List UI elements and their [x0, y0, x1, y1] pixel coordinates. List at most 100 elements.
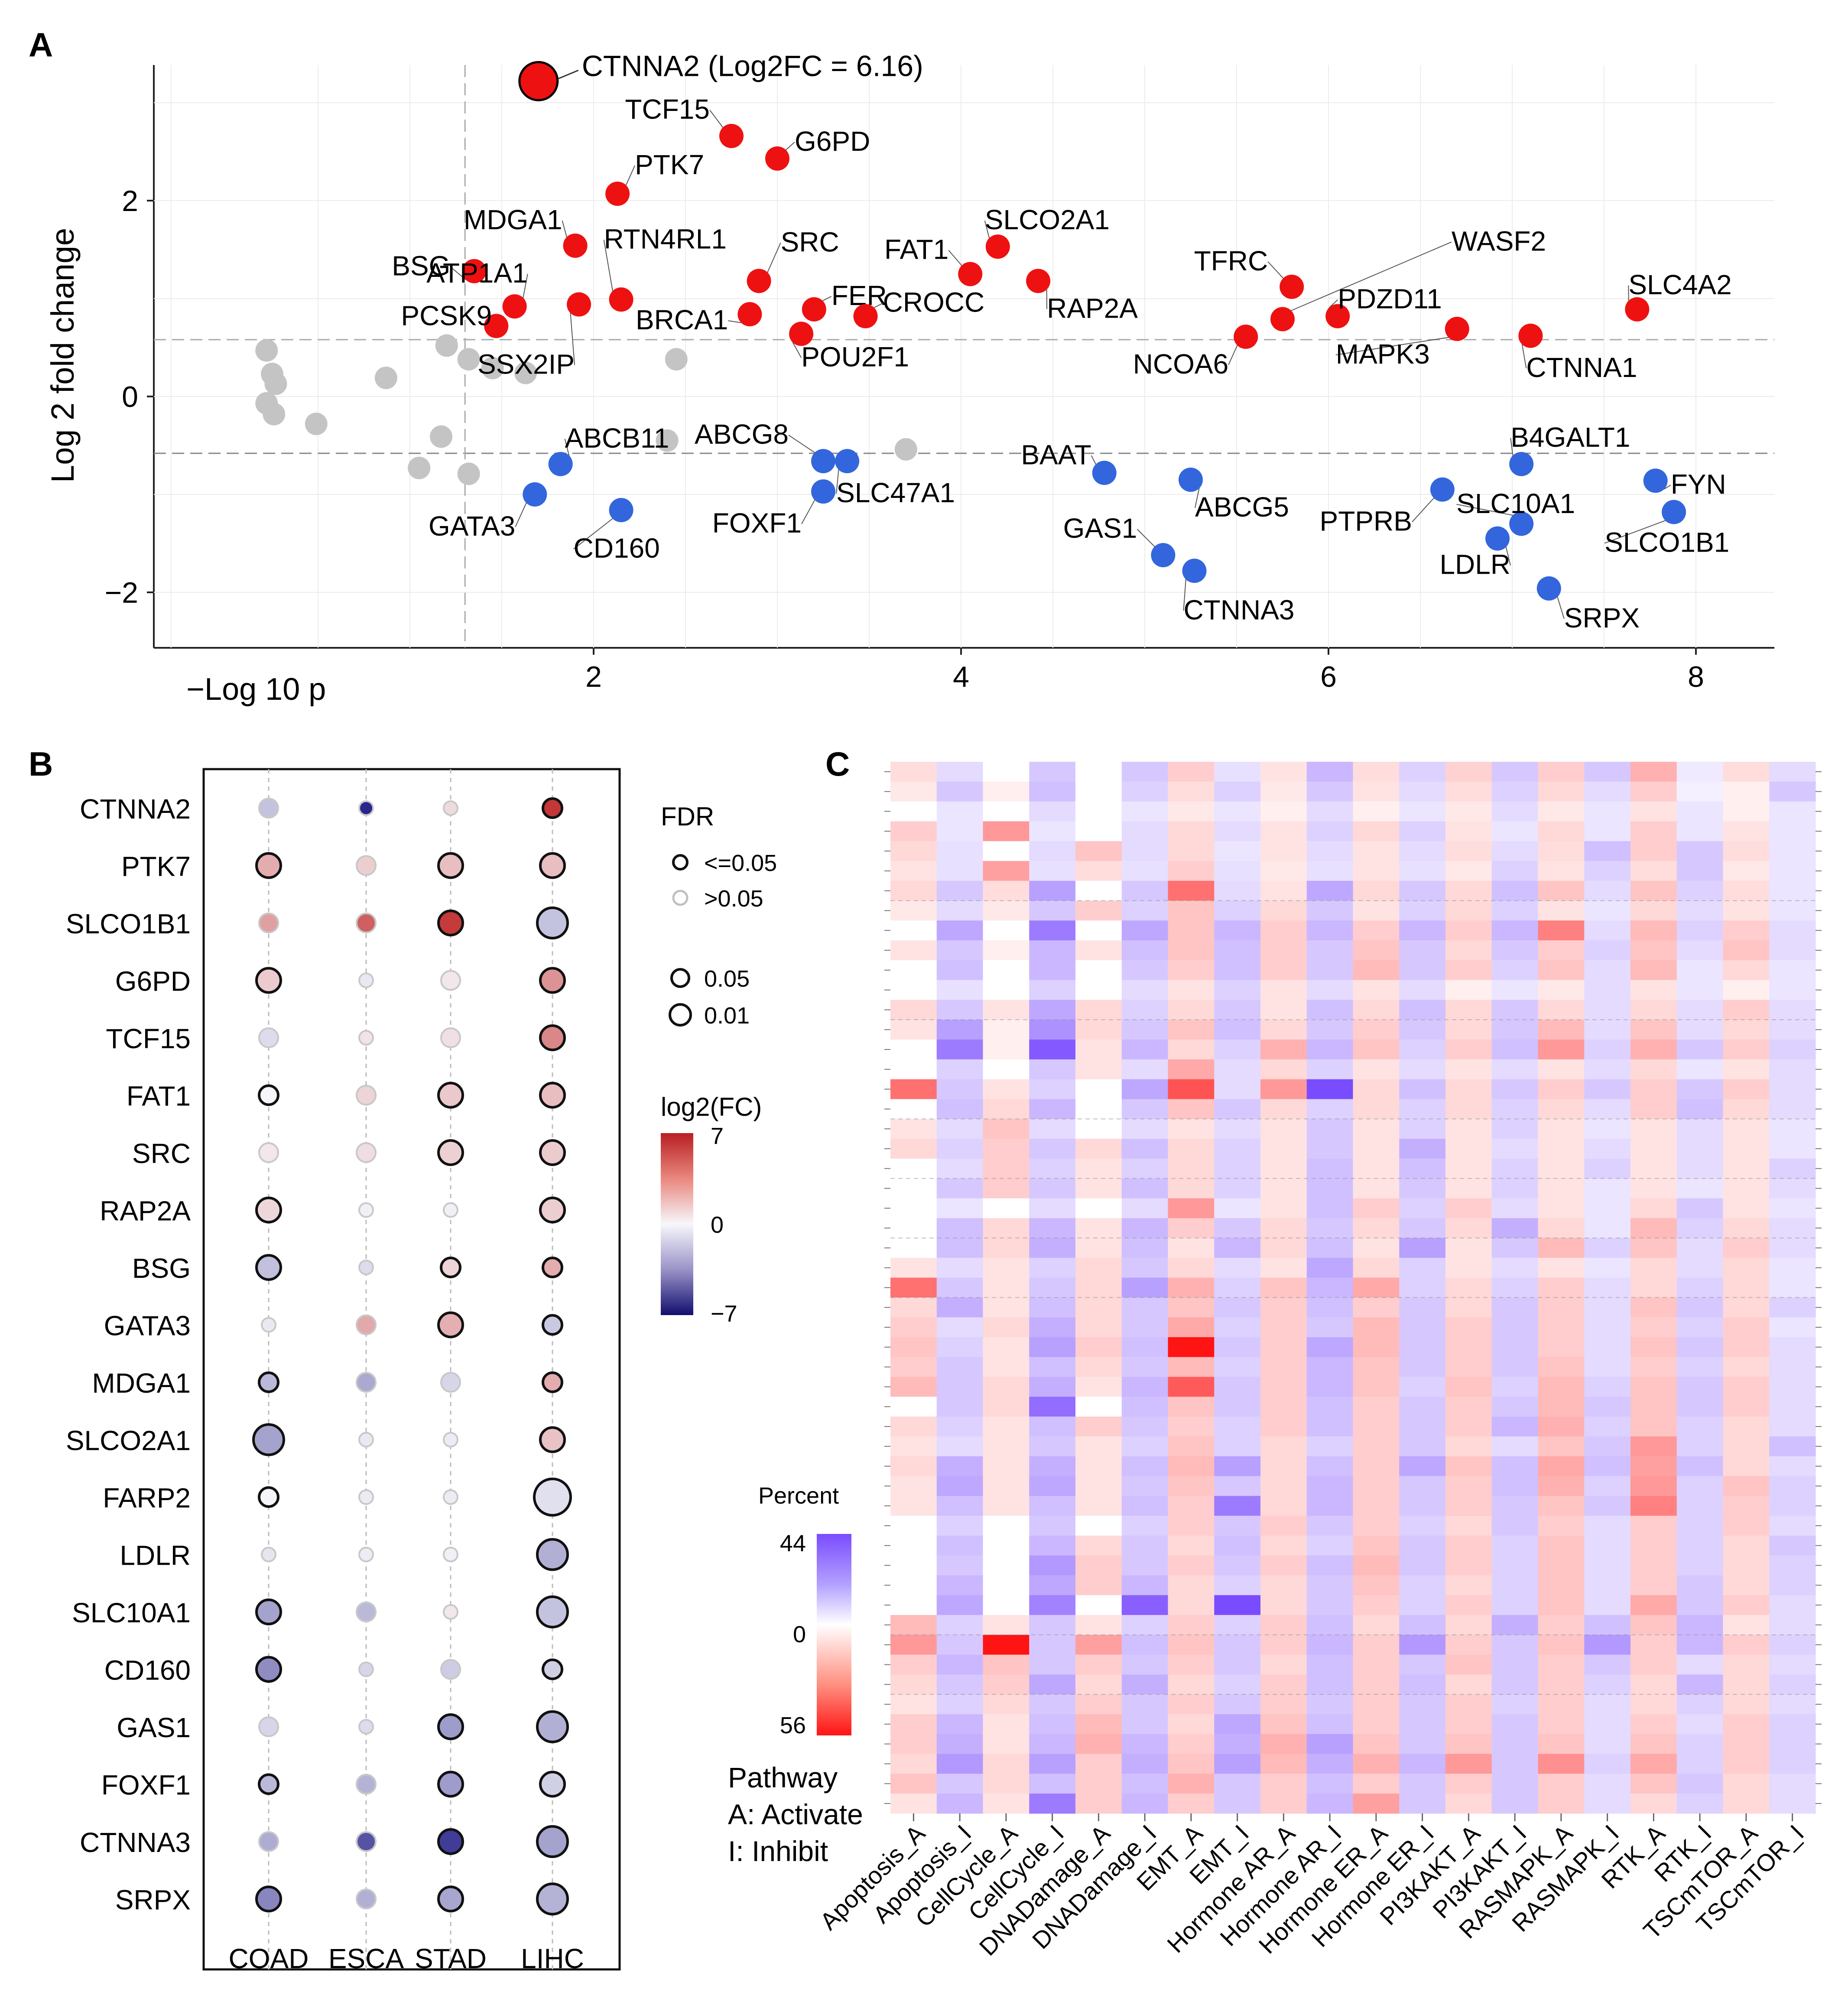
heat-cell	[1353, 1357, 1400, 1377]
heat-cell	[890, 1694, 937, 1715]
gene-label-fyn: FYN	[1671, 468, 1726, 500]
heat-cell	[1491, 1535, 1539, 1556]
heat-cell	[1029, 1257, 1076, 1278]
heat-cell	[1029, 960, 1076, 981]
heat-cell	[1445, 1337, 1492, 1358]
heat-cell	[890, 1714, 937, 1735]
heat-cell	[1584, 1337, 1631, 1358]
dot-fat1-esca	[356, 1085, 377, 1106]
legend-fdr-ns-label: >0.05	[704, 886, 763, 912]
heat-cell	[1306, 1257, 1354, 1278]
heat-cell	[1630, 781, 1677, 802]
legend-size-small	[670, 968, 690, 988]
heat-cell	[1306, 1774, 1354, 1794]
heat-cell	[1445, 1079, 1492, 1100]
heat-cell	[1399, 762, 1446, 782]
heat-cell	[1399, 1297, 1446, 1318]
heat-cell	[1168, 1198, 1215, 1218]
heat-cell	[1723, 861, 1770, 881]
heat-cell	[1445, 1694, 1492, 1715]
heat-cell	[1075, 1277, 1122, 1298]
heat-cell	[890, 1059, 937, 1080]
heat-cell	[1168, 1059, 1215, 1080]
heat-cell	[1260, 980, 1307, 1001]
heat-cell	[1584, 861, 1631, 881]
heat-cell	[1168, 1615, 1215, 1635]
callout-line	[1228, 345, 1238, 365]
heat-cell	[890, 1436, 937, 1457]
heat-cell	[936, 1059, 984, 1080]
callout-line	[1267, 261, 1284, 279]
heat-cell	[1676, 1774, 1724, 1794]
heat-cell	[1769, 1754, 1816, 1774]
heat-cell	[1584, 1793, 1631, 1814]
heat-cell	[936, 1575, 984, 1595]
callout-line	[1328, 299, 1338, 308]
heat-cell	[1353, 1020, 1400, 1040]
heat-cell	[1723, 1158, 1770, 1179]
heat-cell	[1029, 1555, 1076, 1576]
heat-cell	[1630, 1793, 1677, 1814]
heat-cell	[1538, 1754, 1585, 1774]
heat-cell	[1491, 1694, 1539, 1715]
heat-cell	[1214, 1040, 1261, 1060]
heat-cell	[1306, 1793, 1354, 1814]
gene-point-rap2a	[1026, 269, 1051, 293]
heat-cell	[1538, 1615, 1585, 1635]
heat-cell	[983, 762, 1030, 782]
heat-cell	[1630, 1178, 1677, 1199]
heat-cell	[1029, 1496, 1076, 1516]
heat-cell	[890, 1277, 937, 1298]
heat-cell	[1584, 1595, 1631, 1615]
heat-cell	[1676, 1277, 1724, 1298]
heat-cell	[1491, 801, 1539, 822]
heat-cell	[1723, 1257, 1770, 1278]
heat-cell	[1584, 880, 1631, 901]
heat-cell	[1399, 1377, 1446, 1397]
heat-cell	[1676, 1734, 1724, 1754]
heat-cell	[890, 1257, 937, 1278]
heat-cell	[1538, 1377, 1585, 1397]
heat-cell	[1630, 1535, 1677, 1556]
heat-cell	[1214, 1119, 1261, 1139]
heat-cell	[1769, 1277, 1816, 1298]
heat-cell	[983, 1793, 1030, 1814]
heat-cell	[1445, 1397, 1492, 1417]
heat-cell	[1769, 1079, 1816, 1100]
heat-cell	[1584, 1099, 1631, 1119]
heat-cell	[1260, 1476, 1307, 1496]
heat-cell	[1445, 1634, 1492, 1655]
heat-cell	[890, 1416, 937, 1437]
dot-ldlr-esca	[358, 1546, 374, 1563]
heat-cell	[1584, 1634, 1631, 1655]
heat-cell	[1630, 940, 1677, 961]
heat-cell	[1538, 1674, 1585, 1695]
row-label-cd160: CD160	[104, 1655, 191, 1686]
heat-cell	[1260, 960, 1307, 981]
gene-label-slco1b1: SLCO1B1	[1604, 527, 1729, 558]
callout-line	[515, 503, 527, 527]
heat-cell	[1723, 1634, 1770, 1655]
heat-cell	[1353, 1476, 1400, 1496]
heat-cell	[1353, 1416, 1400, 1437]
heat-cell	[1491, 1595, 1539, 1615]
heat-cell	[1168, 940, 1215, 961]
gene-point-pdzd11	[1325, 304, 1350, 328]
heat-cell	[1676, 1397, 1724, 1417]
heat-cell	[1723, 841, 1770, 861]
heat-cell	[1121, 1040, 1169, 1060]
heat-cell	[1491, 1774, 1539, 1794]
heat-cell	[1538, 1178, 1585, 1199]
heat-cell	[1399, 1476, 1446, 1496]
row-label-farp2: FARP2	[103, 1482, 191, 1514]
heat-cell	[1168, 1238, 1215, 1258]
heat-cell	[1491, 1059, 1539, 1080]
heat-cell	[1306, 1158, 1354, 1179]
ns-point	[894, 438, 917, 461]
heat-cell	[1676, 1119, 1724, 1139]
heat-cell	[1491, 980, 1539, 1001]
heat-cell	[1029, 801, 1076, 822]
dot-gata3-esca	[356, 1314, 377, 1335]
heat-cell	[936, 900, 984, 921]
heat-cell	[936, 1436, 984, 1457]
